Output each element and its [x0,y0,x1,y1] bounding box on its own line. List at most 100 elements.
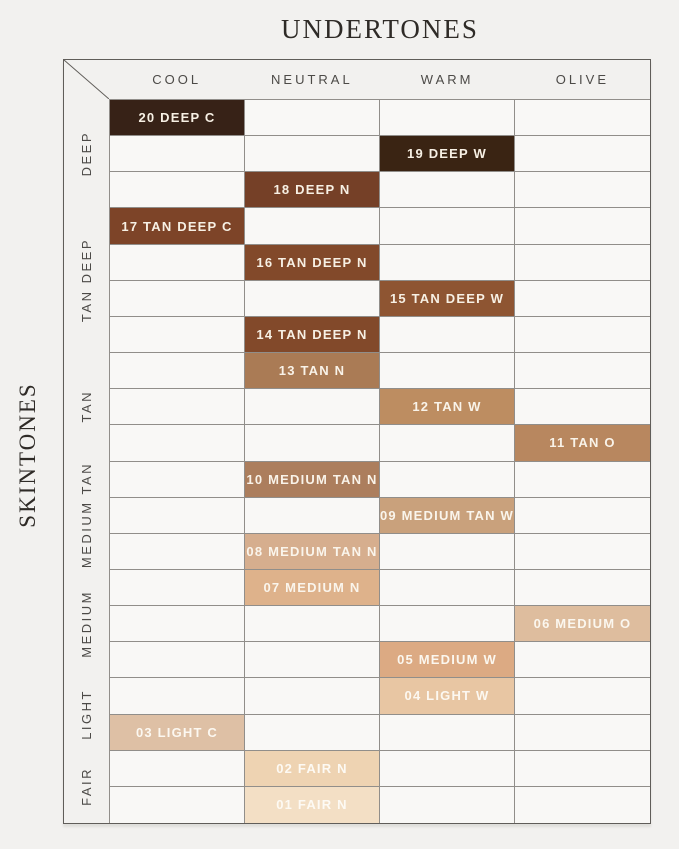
shade-swatch-16-tan-deep-n: 16 TAN DEEP N [245,244,379,280]
grid-cell [515,317,650,354]
skintones-axis-title: SKINTONES [15,382,40,528]
grid-cell [110,136,245,173]
grid-cell [380,353,515,390]
grid-cell [380,461,515,498]
grid-cell [380,569,515,607]
grid-cell [515,534,650,570]
undertones-axis-title: UNDERTONES [281,14,479,44]
grid-cell [245,425,380,462]
grid-cell [110,678,245,715]
shade-swatch-04-light-w: 04 LIGHT W [380,678,514,714]
grid-cell: 20 DEEP C [110,100,245,137]
grid-cell: 17 TAN DEEP C [110,208,245,245]
grid-cell [380,714,515,751]
grid-cell [515,498,650,534]
grid-cell [245,100,380,137]
skintone-group-label-text: MEDIUM [79,590,94,658]
grid-cell: 04 LIGHT W [380,678,515,715]
grid-cell [515,281,650,317]
grid-cell [380,208,515,245]
grid-cell [380,100,515,137]
grid-cell [515,245,650,281]
shade-swatch-01-fair-n: 01 FAIR N [245,786,379,823]
grid-cell [245,208,380,245]
skintone-group-label-text: DEEP [79,130,94,176]
grid-cell [515,751,650,787]
grid-cell [110,569,245,607]
shade-swatch-07-medium-n: 07 MEDIUM N [245,569,379,606]
grid-cell [110,606,245,643]
grid-cell: 10 MEDIUM TAN N [245,461,380,498]
skintone-group-label-tan-deep: TAN DEEP [64,208,109,353]
skintone-group-label-text: LIGHT [79,688,94,740]
grid-cell: 16 TAN DEEP N [245,244,380,281]
grid-cell [380,750,515,787]
grid-cell [380,786,515,823]
grid-cell [245,136,380,173]
shade-swatch-03-light-c: 03 LIGHT C [110,714,244,750]
shade-swatch-12-tan-w: 12 TAN W [380,389,514,425]
grid-cell [380,606,515,643]
grid-cell [110,750,245,787]
grid-cell: 01 FAIR N [245,786,380,823]
grid-cell [515,642,650,679]
undertone-column-headers: COOL NEUTRAL WARM OLIVE [109,60,650,99]
skintone-group-labels: DEEP TAN DEEP TAN MEDIUM TAN MEDIUM LIGHT FAIR [64,99,109,823]
shade-swatch-09-medium-tan-w: 09 MEDIUM TAN W [380,497,514,533]
grid-cell [515,570,650,607]
grid-cell: 14 TAN DEEP N [245,316,380,354]
column-header-warm: WARM [420,72,474,87]
shade-swatch-02-fair-n: 02 FAIR N [245,750,379,786]
grid-cell [245,389,380,426]
shade-swatch-13-tan-n: 13 TAN N [245,353,379,389]
column-header-olive: OLIVE [555,72,610,87]
grid-cell [380,316,515,354]
shade-swatch-05-medium-w: 05 MEDIUM W [380,642,514,678]
shade-swatch-15-tan-deep-w: 15 TAN DEEP W [380,280,514,316]
skintone-group-label-medium-tan: MEDIUM TAN [64,461,109,570]
skintone-group-label-fair: FAIR [64,751,109,823]
shade-swatch-08-medium-tan-n: 08 MEDIUM TAN N [245,533,379,569]
grid-cell [110,642,245,679]
grid-cell [110,244,245,281]
grid-cell [245,280,380,317]
grid-cell [110,280,245,317]
grid-cell [380,244,515,281]
grid-cell: 19 DEEP W [380,136,515,173]
grid-cell [515,100,650,137]
grid-cell [380,172,515,209]
grid-cell [245,606,380,643]
grid-cell [110,461,245,498]
grid-cell: 02 FAIR N [245,750,380,787]
skintone-group-label-deep: DEEP [64,99,109,208]
grid-cell [515,462,650,498]
grid-cell [110,497,245,534]
shade-swatch-20-deep-c: 20 DEEP C [110,100,244,136]
grid-cell [110,533,245,570]
grid-cell [515,172,650,209]
shade-matrix-table: COOL NEUTRAL WARM OLIVE DEEP TAN DEEP TAN M… [63,59,651,824]
shade-swatch-19-deep-w: 19 DEEP W [380,136,514,172]
grid-cell: 13 TAN N [245,353,380,390]
skintone-group-label-light: LIGHT [64,678,109,750]
grid-cell [515,715,650,751]
grid-cell: 06 MEDIUM O [515,606,650,643]
grid-cell: 18 DEEP N [245,172,380,209]
grid-cell: 05 MEDIUM W [380,642,515,679]
grid-cell [110,786,245,823]
grid-cell [515,787,650,823]
shade-swatch-11-tan-o: 11 TAN O [515,425,650,461]
grid-cell: 12 TAN W [380,389,515,426]
grid-cell [110,172,245,209]
grid-cell [380,533,515,570]
skintone-group-label-medium: MEDIUM [64,570,109,679]
grid-cell: 09 MEDIUM TAN W [380,497,515,534]
corner-diagonal-line [64,60,109,99]
shade-swatch-10-medium-tan-n: 10 MEDIUM TAN N [245,461,379,497]
shade-swatch-06-medium-o: 06 MEDIUM O [515,606,650,642]
grid-cell [245,678,380,715]
grid-cell [515,389,650,426]
shade-swatch-14-tan-deep-n: 14 TAN DEEP N [245,316,379,353]
grid-cell [515,353,650,390]
